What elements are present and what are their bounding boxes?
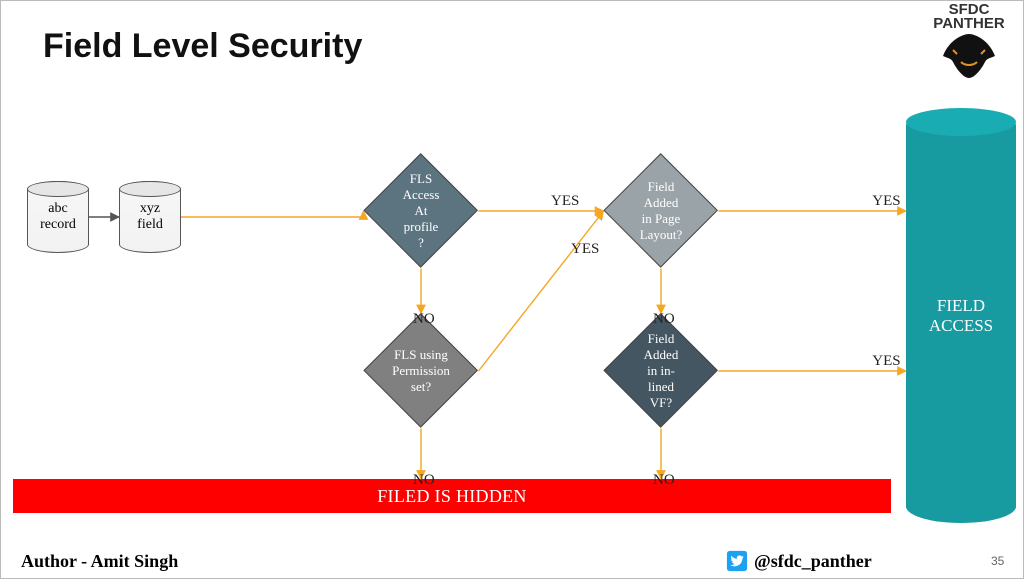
brand-line2: PANTHER [933,15,1004,32]
node-record: abcrecord [27,181,89,253]
decision-perm-set-label: FLS usingPermissionset? [376,347,466,395]
brand-logo: SFDC PANTHER [923,3,1015,80]
footer-author: Author - Amit Singh [21,551,178,572]
footer-handle: @sfdc_panther [726,550,872,572]
edge-label: YES [551,193,579,210]
twitter-icon [726,550,748,572]
page-number: 35 [991,554,1004,568]
decision-inline-vf: FieldAddedin in-linedVF? [604,314,719,429]
edge-label: YES [872,193,900,210]
result-hidden-bar-label: FILED IS HIDDEN [377,486,526,507]
page-title: Field Level Security [43,27,362,66]
decision-page-layout-label: FieldAddedin PageLayout? [616,179,706,243]
edge-label: NO [653,311,675,328]
node-field-label: xyzfield [137,201,163,233]
result-field-access: FIELDACCESS [906,109,1016,523]
decision-page-layout: FieldAddedin PageLayout? [604,154,719,269]
edge-label: NO [413,311,435,328]
edge-label: YES [571,241,599,258]
decision-fls-profile: FLSAccessAtprofile? [364,154,479,269]
result-field-access-label: FIELDACCESS [929,296,993,336]
edge-label: NO [413,472,435,489]
footer-handle-text: @sfdc_panther [754,551,872,572]
decision-perm-set: FLS usingPermissionset? [364,314,479,429]
node-record-label: abcrecord [40,201,76,233]
panther-icon [937,32,1001,80]
node-field: xyzfield [119,181,181,253]
result-hidden-bar: FILED IS HIDDEN [13,479,891,513]
edge-label: YES [872,353,900,370]
decision-fls-profile-label: FLSAccessAtprofile? [376,171,466,251]
decision-inline-vf-label: FieldAddedin in-linedVF? [616,331,706,411]
edge-label: NO [653,472,675,489]
